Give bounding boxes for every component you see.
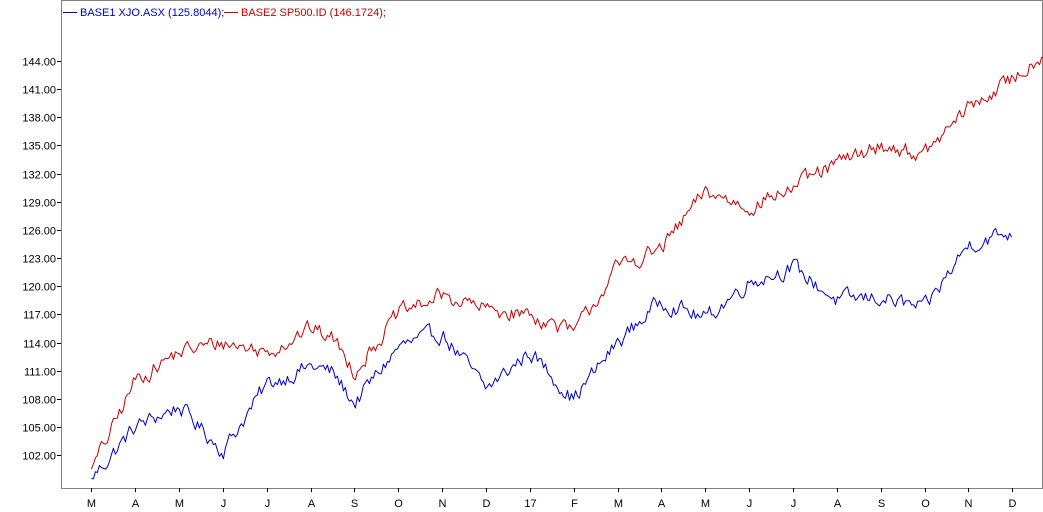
x-tick-label: S bbox=[351, 498, 358, 510]
legend-label: BASE2 SP500.ID (146.1724); bbox=[241, 7, 386, 19]
y-tick-label: 117.00 bbox=[23, 310, 56, 322]
x-axis: MAMJJASOND17FMAMJJASOND1 bbox=[87, 488, 1017, 510]
x-tick-label: M bbox=[175, 498, 184, 510]
x-tick-label: 17 bbox=[524, 498, 536, 510]
y-tick-label: 120.00 bbox=[22, 282, 56, 294]
legend: BASE1 XJO.ASX (125.8044); BASE2 SP500.ID … bbox=[63, 7, 386, 19]
x-tick-label: J bbox=[747, 498, 753, 510]
x-tick-label: J bbox=[265, 498, 271, 510]
x-tick-label: O bbox=[921, 498, 930, 510]
y-tick-label: 129.00 bbox=[22, 198, 56, 210]
y-tick-label: 138.00 bbox=[22, 113, 56, 125]
y-tick-label: 105.00 bbox=[22, 423, 56, 435]
x-tick-label: M bbox=[87, 498, 96, 510]
x-tick-label: M bbox=[614, 498, 623, 510]
y-tick-label: 144.00 bbox=[22, 57, 56, 69]
plot-frame bbox=[61, 0, 1043, 489]
x-tick-label: M bbox=[701, 498, 710, 510]
x-tick-label: F bbox=[571, 498, 578, 510]
x-tick-label: J bbox=[791, 498, 797, 510]
y-tick-label: 108.00 bbox=[22, 395, 56, 407]
x-tick-label: J bbox=[221, 498, 227, 510]
series-line bbox=[90, 56, 1043, 470]
series-lines bbox=[90, 56, 1043, 480]
x-tick-label: N bbox=[965, 498, 973, 510]
series-line bbox=[91, 227, 1013, 480]
y-axis: 102.00 105.00 108.00 111.00 114.00 117.00 120.… bbox=[22, 57, 61, 463]
x-tick-label: A bbox=[834, 498, 842, 510]
x-tick-label: D bbox=[1009, 498, 1017, 510]
y-tick-label: 132.00 bbox=[22, 170, 56, 182]
x-tick-label: O bbox=[394, 498, 403, 510]
x-tick-label: N bbox=[439, 498, 447, 510]
y-tick-label: 102.00 bbox=[22, 451, 56, 463]
x-tick-label: S bbox=[878, 498, 885, 510]
y-tick-label: 114.00 bbox=[23, 339, 56, 351]
y-tick-label: 126.00 bbox=[22, 226, 56, 238]
y-tick-label: 141.00 bbox=[22, 85, 56, 97]
x-tick-label: D bbox=[483, 498, 491, 510]
legend-label: BASE1 XJO.ASX (125.8044); bbox=[80, 7, 224, 19]
y-tick-label: 123.00 bbox=[22, 254, 56, 266]
y-tick-label: 111.00 bbox=[24, 367, 56, 379]
x-tick-label: A bbox=[308, 498, 316, 510]
x-tick-label: A bbox=[132, 498, 140, 510]
y-tick-label: 135.00 bbox=[22, 141, 56, 153]
x-tick-label: A bbox=[658, 498, 666, 510]
